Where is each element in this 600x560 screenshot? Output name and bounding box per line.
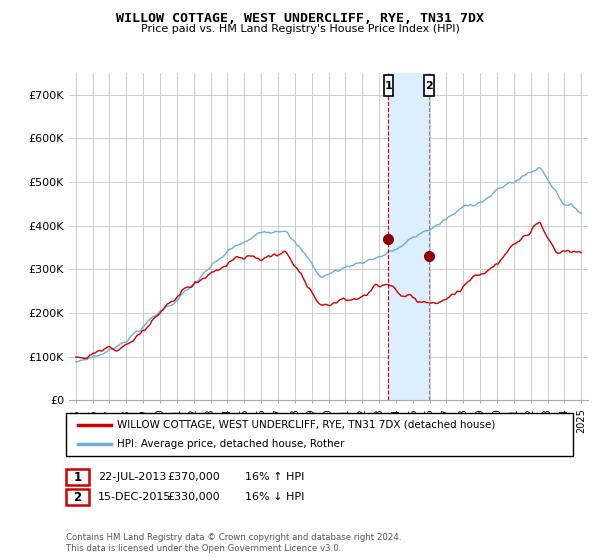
Bar: [388, 73, 429, 400]
Bar: [383, 76, 393, 96]
Text: 15-DEC-2015: 15-DEC-2015: [98, 492, 171, 502]
Text: 16% ↑ HPI: 16% ↑ HPI: [245, 472, 304, 482]
Text: 1: 1: [385, 81, 392, 91]
Text: 16% ↓ HPI: 16% ↓ HPI: [245, 492, 304, 502]
Text: £330,000: £330,000: [167, 492, 220, 502]
Text: 1: 1: [73, 470, 82, 484]
Text: £370,000: £370,000: [167, 472, 220, 482]
Text: Contains HM Land Registry data © Crown copyright and database right 2024.
This d: Contains HM Land Registry data © Crown c…: [66, 533, 401, 553]
Text: HPI: Average price, detached house, Rother: HPI: Average price, detached house, Roth…: [117, 439, 344, 449]
Text: Price paid vs. HM Land Registry's House Price Index (HPI): Price paid vs. HM Land Registry's House …: [140, 24, 460, 34]
Bar: [424, 76, 434, 96]
Text: WILLOW COTTAGE, WEST UNDERCLIFF, RYE, TN31 7DX (detached house): WILLOW COTTAGE, WEST UNDERCLIFF, RYE, TN…: [117, 420, 496, 430]
Text: 2: 2: [73, 491, 82, 504]
Text: 2: 2: [425, 81, 433, 91]
Text: 22-JUL-2013: 22-JUL-2013: [98, 472, 166, 482]
Text: WILLOW COTTAGE, WEST UNDERCLIFF, RYE, TN31 7DX: WILLOW COTTAGE, WEST UNDERCLIFF, RYE, TN…: [116, 12, 484, 25]
